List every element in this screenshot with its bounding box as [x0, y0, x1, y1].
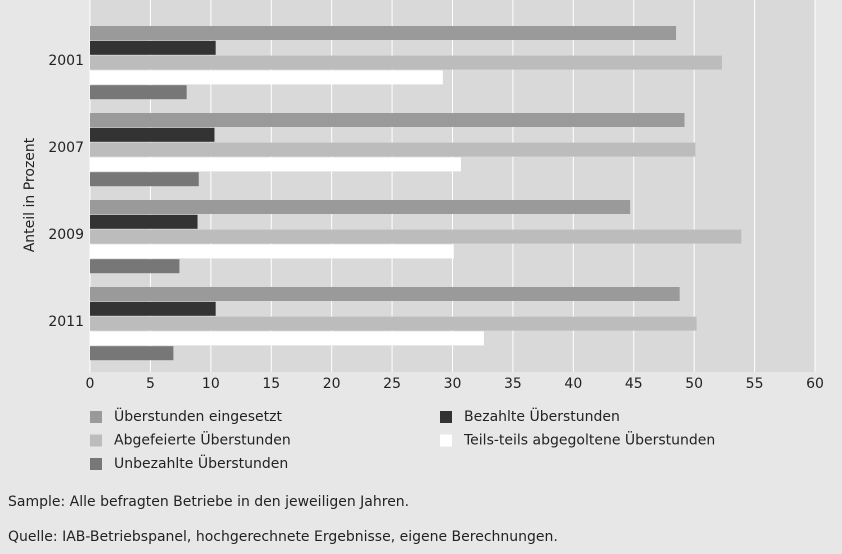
- legend-label: Unbezahlte Überstunden: [114, 454, 288, 472]
- legend-swatch: [90, 434, 102, 447]
- x-tick-label: 30: [444, 376, 462, 392]
- bar: [90, 200, 631, 214]
- legend-swatch: [440, 411, 452, 423]
- x-tick-label: 15: [262, 376, 280, 392]
- y-axis-label: Anteil in Prozent: [22, 137, 38, 252]
- bar: [90, 244, 454, 259]
- x-tick-label: 0: [86, 376, 95, 392]
- bar: [90, 142, 696, 157]
- x-tick-label: 5: [146, 376, 155, 392]
- bar: [90, 70, 443, 85]
- bar: [90, 172, 199, 187]
- legend-swatch: [440, 434, 452, 447]
- bar: [90, 214, 198, 229]
- bar: [90, 40, 216, 55]
- bar: [90, 85, 187, 100]
- bar: [90, 113, 685, 127]
- legend-label: Überstunden eingesetzt: [114, 407, 282, 425]
- legend-label: Abgefeierte Überstunden: [114, 431, 291, 449]
- bar: [90, 259, 180, 274]
- legend-swatch: [90, 458, 102, 470]
- x-tick-label: 45: [625, 376, 643, 392]
- x-tick-label: 60: [806, 376, 824, 392]
- note: Sample: Alle befragten Betriebe in den j…: [8, 494, 409, 510]
- legend-label: Bezahlte Überstunden: [464, 407, 620, 425]
- legend-label: Teils-teils abgegoltene Überstunden: [463, 431, 715, 449]
- bar: [90, 157, 461, 172]
- bar: [90, 346, 174, 361]
- bar: [90, 331, 484, 346]
- x-tick-label: 40: [564, 376, 582, 392]
- x-tick-label: 20: [323, 376, 341, 392]
- legend-swatch: [90, 411, 102, 423]
- bar: [90, 287, 680, 301]
- y-tick-label: 2007: [48, 140, 84, 156]
- y-tick-label: 2001: [48, 53, 84, 69]
- bar: [90, 316, 697, 331]
- y-tick-label: 2009: [48, 227, 84, 243]
- bar: [90, 55, 722, 70]
- x-tick-label: 35: [504, 376, 522, 392]
- bar: [90, 229, 742, 244]
- y-tick-label: 2011: [48, 314, 84, 330]
- x-tick-label: 25: [383, 376, 401, 392]
- bar: [90, 127, 215, 142]
- note: Quelle: IAB-Betriebspanel, hochgerechnet…: [8, 529, 558, 545]
- x-tick-label: 10: [202, 376, 220, 392]
- x-tick-label: 55: [746, 376, 764, 392]
- bar: [90, 301, 216, 316]
- x-tick-label: 50: [685, 376, 703, 392]
- bar: [90, 26, 677, 40]
